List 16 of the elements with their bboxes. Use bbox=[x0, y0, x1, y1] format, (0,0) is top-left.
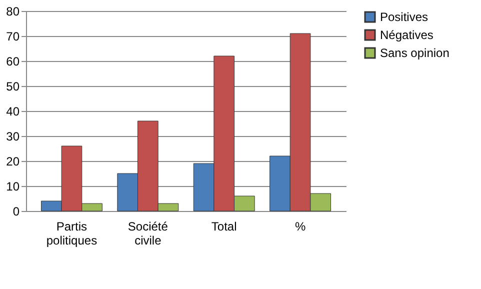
legend-label: Sans opinion bbox=[380, 46, 450, 60]
legend-label: Positives bbox=[380, 10, 428, 24]
x-tick-label: % bbox=[294, 220, 306, 234]
y-tick-label: 40 bbox=[6, 104, 20, 118]
y-tick-label: 50 bbox=[6, 80, 20, 94]
x-tick-label: Société civile bbox=[128, 220, 168, 248]
y-tick-label: 80 bbox=[6, 4, 20, 18]
y-tick-label: 30 bbox=[6, 130, 20, 144]
y-tick-label: 60 bbox=[6, 54, 20, 68]
y-tick-label: 0 bbox=[12, 204, 20, 218]
x-tick-label: Partis politiques bbox=[46, 220, 98, 248]
y-tick-label: 10 bbox=[6, 180, 20, 194]
y-tick-label: 70 bbox=[6, 30, 20, 44]
x-tick-label: Total bbox=[211, 220, 237, 234]
legend-label: Négatives bbox=[380, 28, 434, 42]
y-tick-label: 20 bbox=[6, 154, 20, 168]
